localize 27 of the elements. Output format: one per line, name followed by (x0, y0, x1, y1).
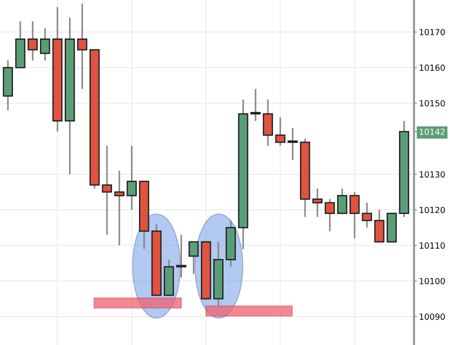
y-tick-label: 10150 (420, 100, 445, 106)
candlestick (288, 127, 298, 161)
y-tick-label: 10100 (420, 278, 445, 284)
y-tick-label: 10160 (420, 64, 445, 71)
candlestick (114, 170, 124, 246)
candlestick (250, 88, 261, 122)
candlestick (102, 145, 112, 236)
candlestick (324, 198, 335, 232)
candlestick (275, 116, 286, 147)
candlestick (176, 234, 186, 278)
y-tick-label: 10142 (420, 128, 445, 135)
candlestick (312, 188, 323, 218)
y-tick-label: 10090 (420, 314, 445, 320)
y-tick-label: 10170 (420, 28, 445, 36)
y-tick-label: 10120 (420, 206, 445, 214)
candlestick (262, 98, 273, 147)
candlestick (362, 202, 372, 228)
candlestick (374, 209, 384, 243)
y-tick-label: 10110 (420, 242, 445, 249)
candlestick (77, 2, 88, 90)
candlestick (188, 241, 199, 275)
candlestick (28, 20, 38, 62)
candlestick (337, 188, 348, 214)
candlestick (126, 145, 137, 211)
candlestick (349, 191, 360, 240)
candlestick (40, 28, 50, 62)
y-tick-label: 10130 (420, 171, 445, 178)
